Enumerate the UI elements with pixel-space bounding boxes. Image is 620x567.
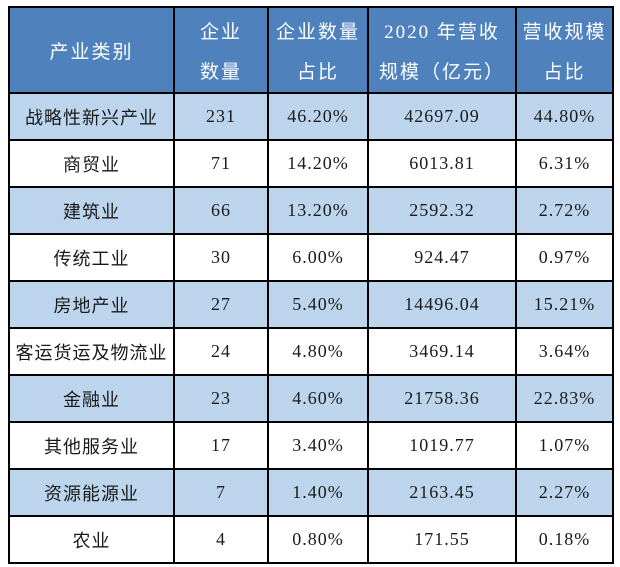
cell-revenue-scale-share: 0.97%	[515, 233, 614, 282]
cell-industry-category: 战略性新兴产业	[8, 92, 175, 141]
cell-revenue-scale: 3469.14	[367, 327, 517, 376]
cell-revenue-scale-share: 1.07%	[515, 421, 614, 470]
cell-industry-category: 传统工业	[8, 233, 175, 282]
cell-enterprise-count: 17	[173, 421, 269, 470]
header-label: 企业	[199, 21, 242, 43]
cell-industry-category: 建筑业	[8, 186, 175, 235]
column-header-industry-category: 产业类别	[8, 6, 175, 94]
column-header-enterprise-count-share: 企业数量 占比	[267, 6, 369, 94]
header-label-wrap: 2020 年营收 规模（亿元）	[370, 17, 514, 84]
cell-revenue-scale: 1019.77	[367, 421, 517, 470]
header-label: 企业数量	[275, 21, 360, 43]
table-row: 建筑业 66 13.20% 2592.32 2.72%	[8, 186, 614, 235]
cell-enterprise-count: 71	[173, 139, 269, 188]
cell-enterprise-count: 231	[173, 92, 269, 141]
cell-industry-category: 农业	[8, 515, 175, 564]
header-label: 占比	[296, 61, 339, 83]
cell-enterprise-count: 24	[173, 327, 269, 376]
header-label: 产业类别	[49, 41, 134, 63]
cell-enterprise-count-share: 4.80%	[267, 327, 369, 376]
cell-revenue-scale-share: 2.27%	[515, 468, 614, 517]
cell-revenue-scale: 171.55	[367, 515, 517, 564]
header-label: 营收规模	[522, 21, 607, 43]
table-row: 农业 4 0.80% 171.55 0.18%	[8, 515, 614, 564]
header-row: 产业类别 企业 数量 企业数量 占比 2020 年营收 规模（亿元	[8, 6, 614, 94]
table-row: 传统工业 30 6.00% 924.47 0.97%	[8, 233, 614, 282]
cell-revenue-scale-share: 6.31%	[515, 139, 614, 188]
cell-industry-category: 客运货运及物流业	[8, 327, 175, 376]
cell-enterprise-count: 30	[173, 233, 269, 282]
header-label-wrap: 企业数量 占比	[270, 17, 366, 84]
cell-enterprise-count-share: 3.40%	[267, 421, 369, 470]
cell-enterprise-count-share: 0.80%	[267, 515, 369, 564]
cell-revenue-scale-share: 44.80%	[515, 92, 614, 141]
cell-revenue-scale: 42697.09	[367, 92, 517, 141]
column-header-2020-revenue-scale: 2020 年营收 规模（亿元）	[367, 6, 517, 94]
cell-industry-category: 房地产业	[8, 280, 175, 329]
column-header-enterprise-count: 企业 数量	[173, 6, 269, 94]
cell-industry-category: 商贸业	[8, 139, 175, 188]
table-row: 金融业 23 4.60% 21758.36 22.83%	[8, 374, 614, 423]
cell-revenue-scale: 6013.81	[367, 139, 517, 188]
cell-enterprise-count: 27	[173, 280, 269, 329]
cell-enterprise-count: 4	[173, 515, 269, 564]
header-label: 规模（亿元）	[378, 61, 505, 83]
cell-enterprise-count-share: 13.20%	[267, 186, 369, 235]
industry-table: 产业类别 企业 数量 企业数量 占比 2020 年营收 规模（亿元	[8, 6, 614, 564]
cell-revenue-scale-share: 15.21%	[515, 280, 614, 329]
cell-revenue-scale: 2163.45	[367, 468, 517, 517]
cell-revenue-scale: 14496.04	[367, 280, 517, 329]
cell-industry-category: 其他服务业	[8, 421, 175, 470]
table-row: 客运货运及物流业 24 4.80% 3469.14 3.64%	[8, 327, 614, 376]
cell-enterprise-count-share: 14.20%	[267, 139, 369, 188]
table-row: 资源能源业 7 1.40% 2163.45 2.27%	[8, 468, 614, 517]
table-header: 产业类别 企业 数量 企业数量 占比 2020 年营收 规模（亿元	[8, 6, 614, 94]
cell-enterprise-count: 7	[173, 468, 269, 517]
header-label-wrap: 营收规模 占比	[518, 17, 611, 84]
cell-revenue-scale: 2592.32	[367, 186, 517, 235]
cell-revenue-scale-share: 3.64%	[515, 327, 614, 376]
cell-enterprise-count-share: 5.40%	[267, 280, 369, 329]
cell-enterprise-count-share: 4.60%	[267, 374, 369, 423]
table-body: 战略性新兴产业 231 46.20% 42697.09 44.80% 商贸业 7…	[8, 92, 614, 564]
table-row: 房地产业 27 5.40% 14496.04 15.21%	[8, 280, 614, 329]
cell-enterprise-count: 66	[173, 186, 269, 235]
table-row: 战略性新兴产业 231 46.20% 42697.09 44.80%	[8, 92, 614, 141]
header-label: 占比	[543, 61, 586, 83]
cell-industry-category: 金融业	[8, 374, 175, 423]
column-header-revenue-scale-share: 营收规模 占比	[515, 6, 614, 94]
cell-revenue-scale: 924.47	[367, 233, 517, 282]
cell-revenue-scale-share: 2.72%	[515, 186, 614, 235]
cell-revenue-scale-share: 22.83%	[515, 374, 614, 423]
cell-enterprise-count-share: 1.40%	[267, 468, 369, 517]
header-label-wrap: 企业 数量	[176, 17, 266, 84]
header-label-wrap: 产业类别	[11, 37, 172, 64]
header-label: 数量	[199, 61, 242, 83]
cell-enterprise-count-share: 6.00%	[267, 233, 369, 282]
table-row: 商贸业 71 14.20% 6013.81 6.31%	[8, 139, 614, 188]
table-row: 其他服务业 17 3.40% 1019.77 1.07%	[8, 421, 614, 470]
header-label: 2020 年营收	[384, 21, 500, 43]
cell-revenue-scale: 21758.36	[367, 374, 517, 423]
cell-enterprise-count-share: 46.20%	[267, 92, 369, 141]
cell-enterprise-count: 23	[173, 374, 269, 423]
cell-revenue-scale-share: 0.18%	[515, 515, 614, 564]
cell-industry-category: 资源能源业	[8, 468, 175, 517]
